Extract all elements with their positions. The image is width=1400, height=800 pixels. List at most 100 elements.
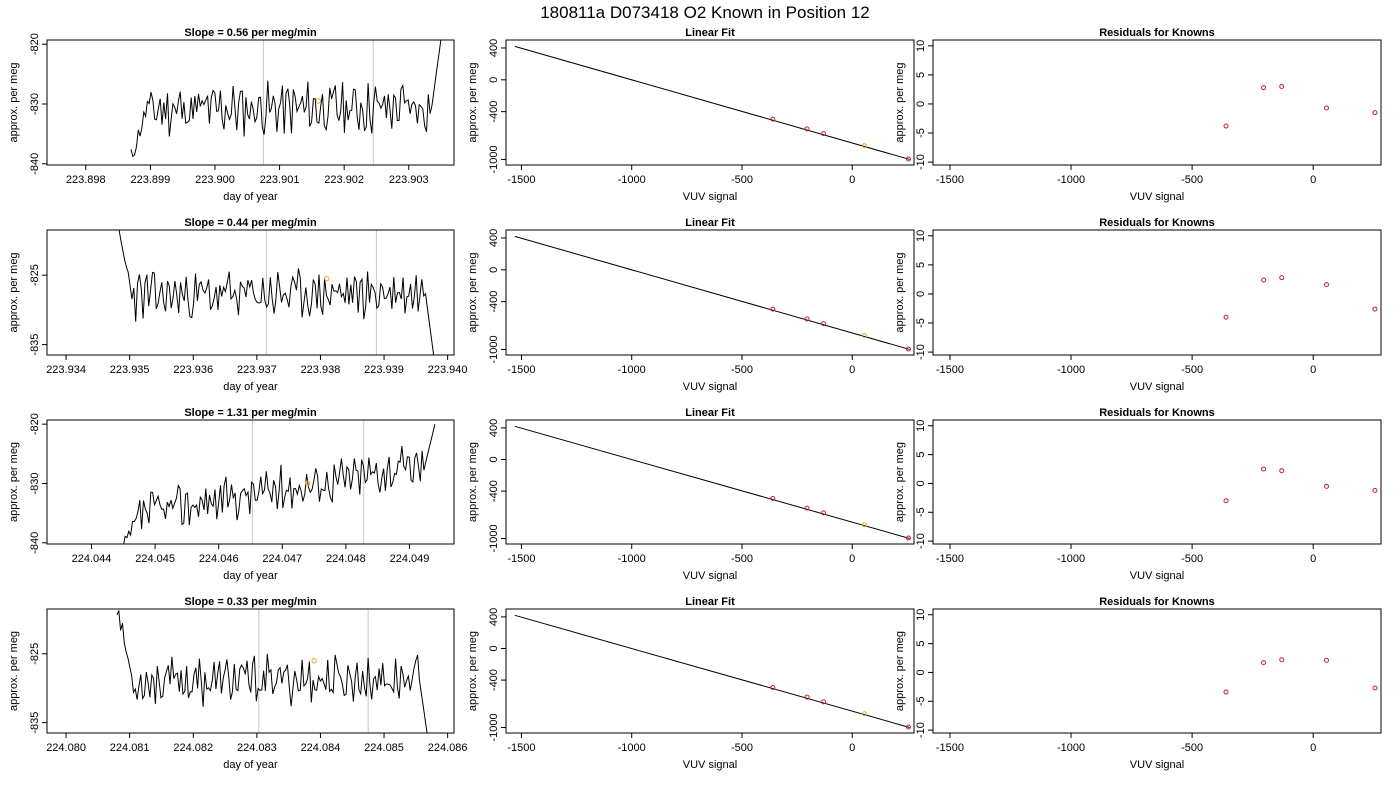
x-tick-label: -500 [1181, 174, 1203, 186]
data-point [1261, 466, 1267, 472]
x-tick-label: 0 [849, 742, 855, 754]
panel-title: Linear Fit [685, 407, 735, 419]
x-axis-label: VUV signal [683, 759, 737, 771]
x-tick-label: 0 [1310, 174, 1316, 186]
x-tick-label: -1000 [1057, 553, 1085, 565]
plot-frame [46, 229, 455, 356]
chart-panel: Slope = 0.33 per meg/min 224.080 224.081 22… [8, 596, 468, 771]
y-tick-label: 0 [488, 267, 500, 273]
data-point [861, 143, 867, 149]
data-point [1324, 483, 1330, 489]
x-tick-label: -1000 [618, 742, 646, 754]
panel-title: Linear Fit [685, 217, 735, 229]
data-point [1372, 306, 1378, 312]
x-tick-label: 0 [849, 174, 855, 186]
y-tick-label: -10 [915, 722, 927, 738]
x-tick-label: 223.939 [364, 364, 404, 376]
data-point [905, 724, 911, 730]
plot-area [118, 230, 435, 355]
plot-area [1223, 657, 1378, 695]
data-point [315, 98, 322, 104]
y-tick-label: 0 [915, 291, 927, 297]
plot-frame [46, 608, 455, 734]
x-tick-label: 223.935 [110, 364, 150, 376]
data-point [821, 131, 827, 137]
panel-title: Slope = 0.33 per meg/min [184, 596, 317, 608]
x-tick-label: 224.081 [110, 742, 150, 754]
x-axis-label: day of year [223, 570, 278, 582]
y-tick-label: -825 [29, 264, 41, 286]
x-axis-label: day of year [223, 191, 278, 203]
plot-frame [505, 229, 915, 356]
plot-frame [505, 419, 915, 545]
y-tick-label: -1000 [488, 145, 500, 173]
plot-frame [932, 419, 1382, 545]
y-tick-label: -5 [915, 128, 927, 138]
data-point [1279, 657, 1285, 663]
y-axis-label: approx. per meg [467, 442, 479, 522]
chart-panel: Slope = 0.44 per meg/min 223.934 223.935 22… [8, 217, 468, 393]
x-tick-label: 223.899 [130, 174, 170, 186]
y-tick-label: 400 [488, 608, 500, 626]
x-tick-label: -1000 [1057, 364, 1085, 376]
x-tick-label: 224.085 [364, 742, 404, 754]
data-point [770, 306, 776, 312]
x-axis-label: VUV signal [683, 381, 737, 393]
x-tick-label: -1500 [507, 742, 535, 754]
data-point [1261, 85, 1267, 91]
data-point [804, 694, 810, 700]
y-tick-label: 5 [915, 452, 927, 458]
data-point [1279, 275, 1285, 281]
plot-area [130, 40, 442, 165]
y-tick-label: -400 [488, 480, 500, 502]
y-tick-label: -400 [488, 101, 500, 123]
y-axis-label: approx. per meg [894, 442, 906, 522]
data-point [1372, 685, 1378, 691]
series-line [118, 230, 435, 355]
y-axis-label: approx. per meg [8, 631, 20, 711]
panel-title: Slope = 0.56 per meg/min [184, 27, 317, 39]
y-tick-label: -840 [29, 153, 41, 175]
plot-frame [505, 608, 915, 734]
x-axis-label: VUV signal [1130, 381, 1184, 393]
x-tick-label: -1000 [618, 174, 646, 186]
data-point [861, 711, 867, 717]
panel-title: Residuals for Knowns [1099, 596, 1215, 608]
data-point [1223, 498, 1229, 504]
data-point [1324, 105, 1330, 111]
data-point [770, 685, 776, 691]
fit-line [514, 614, 910, 728]
x-tick-label: 224.086 [428, 742, 468, 754]
x-tick-label: 224.047 [262, 553, 302, 565]
y-axis-label: approx. per meg [894, 252, 906, 332]
x-tick-label: 223.898 [66, 174, 106, 186]
figure-title: 180811a D073418 O2 Known in Position 12 [540, 3, 870, 22]
x-tick-label: 224.045 [135, 553, 175, 565]
y-tick-label: 0 [915, 480, 927, 486]
plot-frame [46, 39, 455, 166]
series-line [116, 610, 428, 733]
x-tick-label: 223.936 [173, 364, 213, 376]
x-tick-label: 224.083 [237, 742, 277, 754]
x-tick-label: 224.049 [390, 553, 430, 565]
y-tick-label: -10 [915, 533, 927, 549]
chart-panel: Linear Fit -1500 -1000 -500 0 400 0 -400 -1000 VU… [467, 27, 915, 203]
x-tick-label: -500 [731, 174, 753, 186]
x-tick-label: 224.082 [173, 742, 213, 754]
y-tick-label: -10 [915, 344, 927, 360]
x-tick-label: 223.934 [46, 364, 86, 376]
x-tick-label: -500 [1181, 742, 1203, 754]
fit-line [514, 425, 910, 539]
y-tick-label: 0 [488, 77, 500, 83]
x-tick-label: 223.902 [324, 174, 364, 186]
x-tick-label: -1500 [507, 364, 535, 376]
data-point [905, 535, 911, 541]
x-tick-label: 0 [1310, 364, 1316, 376]
plot-area [514, 45, 911, 162]
y-tick-label: 0 [488, 456, 500, 462]
x-tick-label: -1000 [1057, 742, 1085, 754]
chart-panel: Linear Fit -1500 -1000 -500 0 400 0 -400 -1000 VU… [467, 407, 915, 582]
series-line [123, 424, 436, 544]
y-tick-label: 5 [915, 262, 927, 268]
